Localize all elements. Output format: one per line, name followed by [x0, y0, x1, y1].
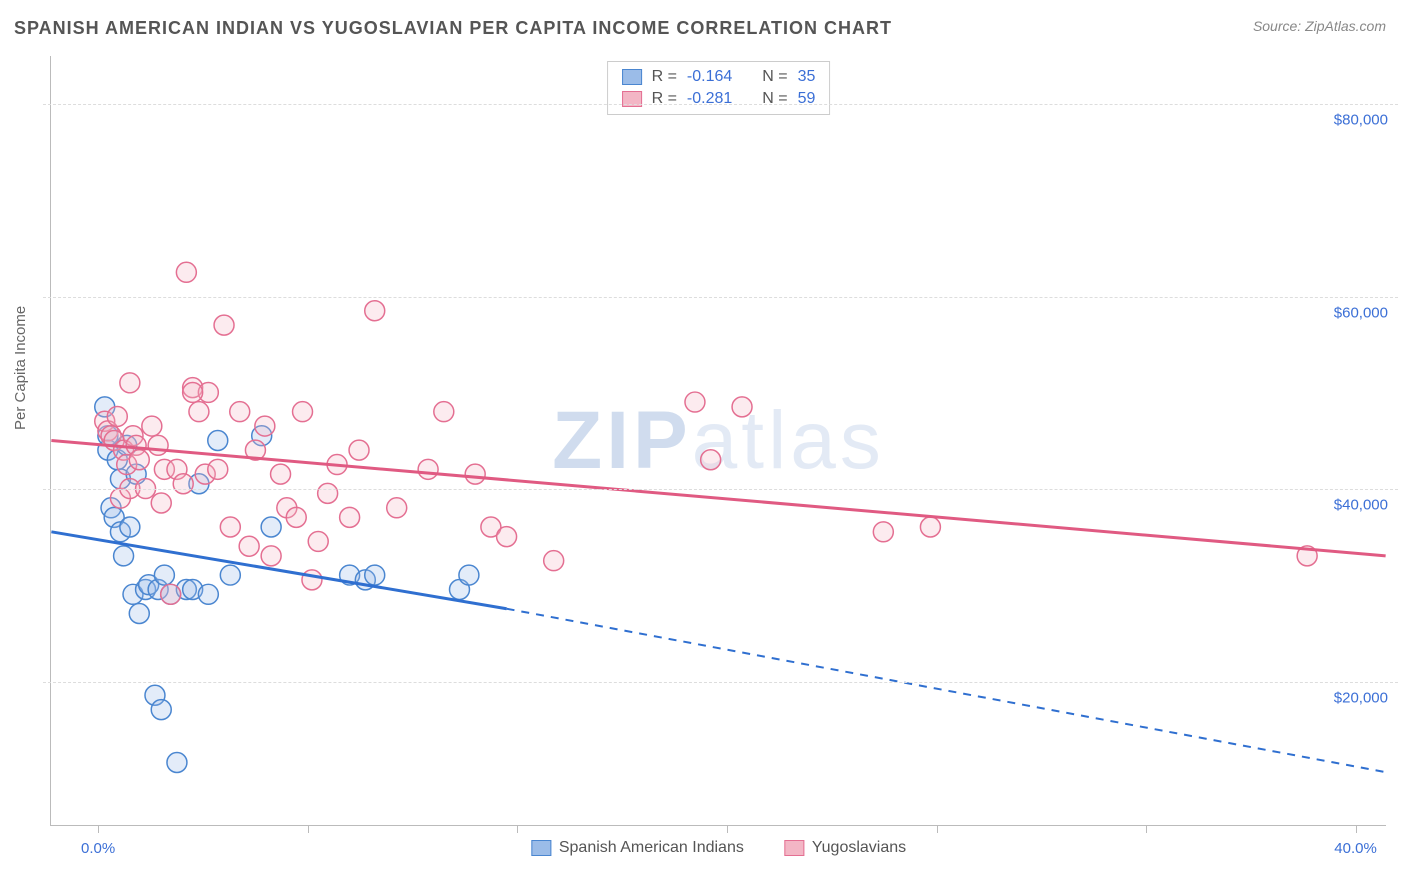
data-point	[387, 498, 407, 518]
legend-r-label: R =	[652, 68, 677, 86]
data-point	[167, 753, 187, 773]
data-point	[107, 406, 127, 426]
legend-r-value: -0.281	[687, 90, 732, 108]
data-point	[255, 416, 275, 436]
data-point	[208, 431, 228, 451]
data-point	[308, 531, 328, 551]
data-point	[230, 402, 250, 422]
data-point	[340, 507, 360, 527]
grid-line	[43, 297, 1398, 298]
source-label: Source: ZipAtlas.com	[1253, 18, 1386, 34]
data-point	[198, 584, 218, 604]
data-point	[459, 565, 479, 585]
data-point	[220, 565, 240, 585]
data-point	[239, 536, 259, 556]
legend-n-label: N =	[762, 90, 787, 108]
x-tick	[1146, 825, 1147, 833]
data-point	[176, 262, 196, 282]
legend-n-value: 35	[798, 68, 816, 86]
x-tick	[517, 825, 518, 833]
data-point	[465, 464, 485, 484]
legend-stat-row: R = -0.164 N = 35	[618, 66, 820, 88]
correlation-legend: R = -0.164 N = 35 R = -0.281 N = 59	[607, 61, 831, 115]
data-point	[873, 522, 893, 542]
data-point	[129, 604, 149, 624]
data-point	[151, 700, 171, 720]
data-point	[151, 493, 171, 513]
chart-svg	[51, 56, 1386, 825]
y-tick-label: $60,000	[1328, 304, 1388, 321]
data-point	[685, 392, 705, 412]
series-legend: Spanish American Indians Yugoslavians	[531, 839, 906, 857]
data-point	[286, 507, 306, 527]
legend-stat-row: R = -0.281 N = 59	[618, 88, 820, 110]
x-tick	[727, 825, 728, 833]
data-point	[220, 517, 240, 537]
grid-line	[43, 682, 1398, 683]
data-point	[701, 450, 721, 470]
x-tick	[308, 825, 309, 833]
x-tick-label: 0.0%	[81, 840, 115, 857]
grid-line	[43, 489, 1398, 490]
data-point	[261, 546, 281, 566]
data-point	[497, 527, 517, 547]
data-point	[318, 483, 338, 503]
data-point	[114, 546, 134, 566]
data-point	[271, 464, 291, 484]
data-point	[920, 517, 940, 537]
chart-container: SPANISH AMERICAN INDIAN VS YUGOSLAVIAN P…	[0, 0, 1406, 892]
data-point	[434, 402, 454, 422]
data-point	[161, 584, 181, 604]
data-point	[148, 435, 168, 455]
data-point	[120, 373, 140, 393]
legend-series-label: Yugoslavians	[812, 839, 906, 857]
y-tick-label: $20,000	[1328, 689, 1388, 706]
data-point	[120, 517, 140, 537]
y-tick-label: $80,000	[1328, 112, 1388, 129]
data-point	[732, 397, 752, 417]
x-tick	[937, 825, 938, 833]
data-point	[208, 459, 228, 479]
data-point	[173, 474, 193, 494]
data-point	[142, 416, 162, 436]
data-point	[154, 565, 174, 585]
data-point	[129, 450, 149, 470]
data-point	[261, 517, 281, 537]
data-point	[189, 402, 209, 422]
x-tick	[98, 825, 99, 833]
legend-swatch	[531, 840, 551, 856]
x-tick-label: 40.0%	[1334, 840, 1377, 857]
legend-n-label: N =	[762, 68, 787, 86]
y-tick-label: $40,000	[1328, 497, 1388, 514]
legend-series-item: Yugoslavians	[784, 839, 906, 857]
legend-r-value: -0.164	[687, 68, 732, 86]
legend-swatch	[622, 69, 642, 85]
data-point	[293, 402, 313, 422]
data-point	[302, 570, 322, 590]
legend-swatch	[784, 840, 804, 856]
grid-line	[43, 104, 1398, 105]
legend-series-item: Spanish American Indians	[531, 839, 744, 857]
trend-line	[51, 532, 506, 609]
chart-title: SPANISH AMERICAN INDIAN VS YUGOSLAVIAN P…	[14, 18, 892, 39]
data-point	[214, 315, 234, 335]
data-point	[418, 459, 438, 479]
x-tick	[1356, 825, 1357, 833]
legend-series-label: Spanish American Indians	[559, 839, 744, 857]
data-point	[365, 301, 385, 321]
plot-area: ZIPatlas R =-0.164N =35R =-0.281N =59 Sp…	[50, 56, 1386, 826]
legend-n-value: 59	[798, 90, 816, 108]
legend-r-label: R =	[652, 90, 677, 108]
trend-line-extrapolated	[507, 609, 1386, 772]
data-point	[544, 551, 564, 571]
data-point	[349, 440, 369, 460]
y-axis-label: Per Capita Income	[12, 306, 29, 430]
data-point	[365, 565, 385, 585]
data-point	[183, 382, 203, 402]
